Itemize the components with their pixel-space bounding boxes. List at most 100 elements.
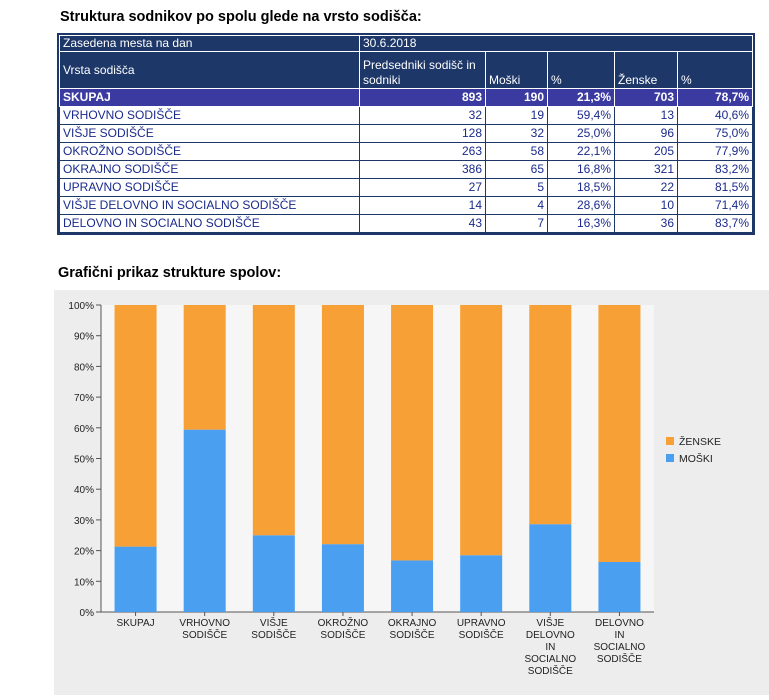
value-cell: 128 [359,124,486,143]
bar-moski [183,429,226,612]
y-tick-label: 100% [68,301,94,312]
y-tick-label: 80% [74,362,94,373]
value-cell: 18,5% [547,178,615,197]
legend-swatch-moski [666,454,674,462]
y-tick-label: 90% [74,332,94,343]
header-date-cell: 30.6.2018 [359,35,753,52]
legend-label-zenske: ŽENSKE [679,435,721,448]
x-tick-label: SODIŠČE [320,628,365,641]
header-cell: Predsedniki sodišč in sodniki [359,51,486,89]
chart-title: Grafični prikaz strukture spolov: [58,265,282,281]
value-cell: 321 [614,160,678,179]
value-cell: 83,7% [677,214,753,233]
court-type-cell: VRHOVNO SODIŠČE [59,106,360,125]
value-cell: 10 [614,196,678,215]
table-row: VIŠJE DELOVNO IN SOCIALNO SODIŠČE 14 4 28,6… [59,196,753,215]
y-tick-label: 10% [74,577,94,588]
value-cell: 25,0% [547,124,615,143]
x-tick-label: SOCIALNO [594,642,646,653]
bar-zenske [252,305,295,536]
x-tick-label: IN [614,630,624,641]
total-cell: 21,3% [547,88,615,107]
x-tick-label: SODIŠČE [528,664,573,677]
value-cell: 22 [614,178,678,197]
x-tick-label: SODIŠČE [597,652,642,665]
value-cell: 5 [485,178,548,197]
x-tick-label: OKROŽNO [318,616,369,629]
bar-moski [321,544,364,612]
bar-zenske [529,305,572,525]
y-tick-label: 0% [80,608,95,619]
value-cell: 77,9% [677,142,753,161]
value-cell: 16,3% [547,214,615,233]
bar-moski [391,560,434,612]
bar-zenske [460,305,503,556]
value-cell: 19 [485,106,548,125]
x-tick-label: VIŠJE [260,616,288,629]
value-cell: 75,0% [677,124,753,143]
chart-area: 0% 10% 20% 30% 40% 50% 60% 70% 80% 90% 100% SKUPAJ V… [54,290,769,695]
total-row: SKUPAJ 893 190 21,3% 703 78,7% [59,88,753,107]
value-cell: 205 [614,142,678,161]
x-tick-label: SODIŠČE [390,628,435,641]
value-cell: 16,8% [547,160,615,179]
value-cell: 386 [359,160,486,179]
bar-zenske [598,305,641,562]
x-tick-label: UPRAVNO [457,618,506,629]
value-cell: 7 [485,214,548,233]
bar-moski [460,555,503,612]
court-type-cell: OKROŽNO SODIŠČE [59,142,360,161]
x-tick-label: VIŠJE [536,616,564,629]
judges-table: Zasedena mesta na dan 30.6.2018 Vrsta so… [57,33,755,235]
court-type-cell: VIŠJE DELOVNO IN SOCIALNO SODIŠČE [59,196,360,215]
value-cell: 71,4% [677,196,753,215]
value-cell: 4 [485,196,548,215]
header-row-columns: Vrsta sodišča Predsedniki sodišč in sodn… [59,51,753,89]
header-cell: Vrsta sodišča [59,51,360,89]
table-row: OKROŽNO SODIŠČE 263 58 22,1% 205 77,9% [59,142,753,161]
value-cell: 13 [614,106,678,125]
header-row-date: Zasedena mesta na dan 30.6.2018 [59,35,753,52]
x-tick-label: SOCIALNO [524,654,576,665]
x-tick-label: SODIŠČE [251,628,296,641]
header-cell: Zasedena mesta na dan [59,35,360,52]
value-cell: 32 [359,106,486,125]
value-cell: 28,6% [547,196,615,215]
bar-zenske [321,305,364,545]
x-tick-label: VRHOVNO [179,618,230,629]
total-cell: 78,7% [677,88,753,107]
bar-moski [252,535,295,612]
value-cell: 36 [614,214,678,233]
header-cell: % [677,51,753,89]
value-cell: 40,6% [677,106,753,125]
court-type-cell: OKRAJNO SODIŠČE [59,160,360,179]
x-tick-label: IN [545,642,555,653]
total-label: SKUPAJ [59,88,360,107]
value-cell: 83,2% [677,160,753,179]
value-cell: 43 [359,214,486,233]
total-cell: 190 [485,88,548,107]
value-cell: 14 [359,196,486,215]
legend-label-moski: MOŠKI [679,452,713,465]
x-tick-label: SODIŠČE [459,628,504,641]
bar-zenske [114,305,157,547]
table-row: VIŠJE SODIŠČE 128 32 25,0% 96 75,0% [59,124,753,143]
court-type-cell: DELOVNO IN SOCIALNO SODIŠČE [59,214,360,233]
total-cell: 893 [359,88,486,107]
x-tick-label: OKRAJNO [388,618,437,629]
value-cell: 96 [614,124,678,143]
table-row: DELOVNO IN SOCIALNO SODIŠČE 43 7 16,3% 36 83,… [59,214,753,233]
y-tick-label: 70% [74,393,94,404]
value-cell: 58 [485,142,548,161]
total-cell: 703 [614,88,678,107]
table-row: VRHOVNO SODIŠČE 32 19 59,4% 13 40,6% [59,106,753,125]
y-tick-label: 40% [74,485,94,496]
bar-zenske [391,305,434,561]
x-tick-label: SKUPAJ [116,618,154,629]
value-cell: 65 [485,160,548,179]
bar-moski [529,524,572,612]
value-cell: 32 [485,124,548,143]
bar-moski [598,561,641,612]
x-tick-label: DELOVNO [595,618,644,629]
value-cell: 263 [359,142,486,161]
